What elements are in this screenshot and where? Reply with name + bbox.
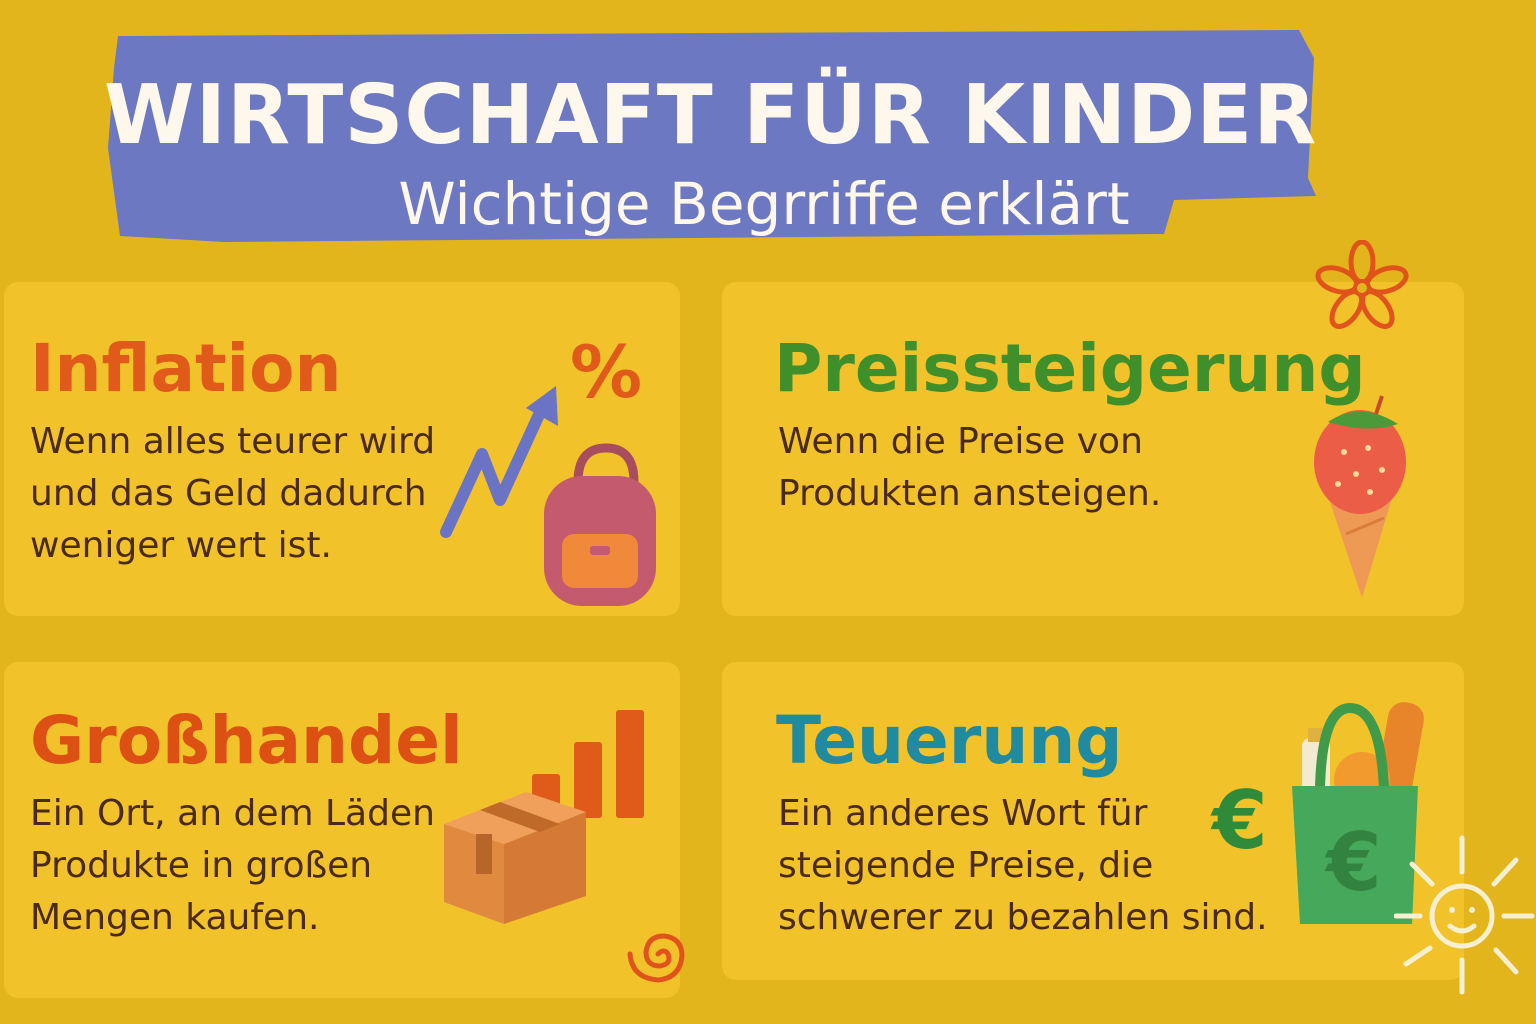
svg-text:€: € — [1324, 816, 1382, 909]
bar-chart-icon — [532, 710, 644, 818]
card-line: und das Geld dadurch — [30, 473, 427, 514]
shopping-bag-icon: € — [1292, 702, 1424, 924]
percent-icon: % — [570, 330, 643, 414]
page-subtitle: Wichtige Begrriffe erklärt — [398, 170, 1130, 238]
card-inflation: Inflation Wenn alles teurer wird und das… — [4, 282, 680, 616]
card-text-preissteigerung: Wenn die Preise von Produkten ansteigen. — [778, 416, 1161, 520]
cardboard-box-icon — [444, 792, 586, 924]
spiral-icon — [627, 933, 685, 983]
card-text-inflation: Wenn alles teurer wird und das Geld dadu… — [30, 416, 435, 572]
card-line: Wenn alles teurer wird — [30, 421, 436, 462]
card-line: steigende Preise, die — [778, 845, 1154, 886]
card-line: Wenn die Preise von — [778, 421, 1143, 462]
backpack-icon — [544, 443, 656, 606]
card-grosshandel: Großhandel Ein Ort, an dem Läden Produkt… — [4, 662, 685, 998]
card-title-teuerung: Teuerung — [776, 702, 1123, 779]
sun-icon — [1394, 835, 1535, 995]
card-line: Produkten ansteigen. — [778, 473, 1162, 514]
card-title-preissteigerung: Preissteigerung — [774, 330, 1366, 407]
upward-arrow-icon — [440, 386, 558, 538]
card-line: Ein Ort, an dem Läden — [30, 793, 435, 834]
card-text-teuerung: Ein anderes Wort für steigende Preise, d… — [778, 788, 1268, 944]
card-preissteigerung: Preissteigerung Wenn die Preise von Prod… — [722, 282, 1464, 616]
card-text-grosshandel: Ein Ort, an dem Läden Produkte in großen… — [30, 788, 435, 944]
page-title: WIRTSCHAFT FÜR KINDER — [104, 68, 1318, 163]
card-teuerung: Teuerung Ein anderes Wort für steigende … — [722, 662, 1464, 980]
card-line: Produkte in großen — [30, 845, 373, 886]
header-banner: WIRTSCHAFT FÜR KINDER Wichtige Begrriffe… — [104, 28, 1316, 244]
card-title-inflation: Inflation — [30, 330, 342, 407]
euro-icon: € — [1212, 774, 1268, 867]
card-title-grosshandel: Großhandel — [30, 702, 463, 779]
banner-background — [108, 30, 1316, 242]
ice-cream-icon — [1314, 395, 1406, 598]
flower-icon — [1315, 240, 1409, 329]
card-line: schwerer zu bezahlen sind. — [778, 897, 1268, 938]
card-line: Mengen kaufen. — [30, 897, 320, 938]
card-line: Ein anderes Wort für — [778, 793, 1148, 834]
card-line: weniger wert ist. — [30, 525, 332, 566]
